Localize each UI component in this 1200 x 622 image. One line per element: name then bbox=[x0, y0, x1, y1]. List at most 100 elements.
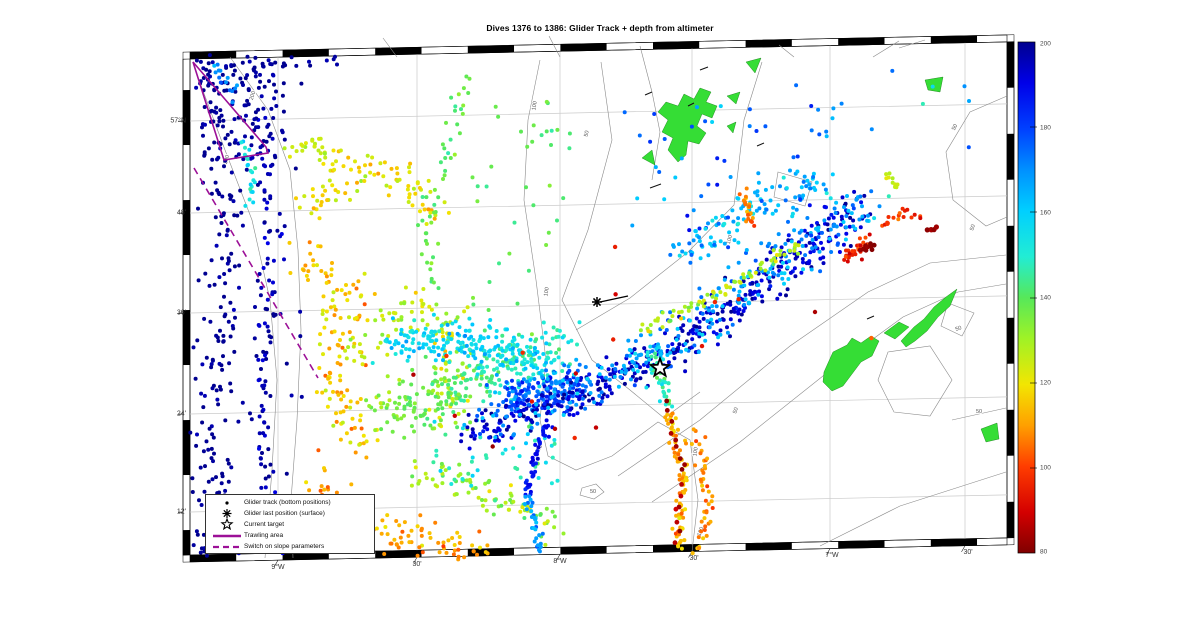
glider-dot bbox=[399, 540, 404, 545]
glider-dot bbox=[803, 243, 808, 248]
glider-dot bbox=[395, 171, 400, 176]
glider-dot bbox=[653, 165, 658, 170]
glider-dot bbox=[225, 75, 230, 80]
glider-dot bbox=[796, 251, 801, 256]
glider-dot bbox=[593, 425, 599, 430]
glider-dot bbox=[511, 446, 516, 451]
glider-dot bbox=[487, 353, 492, 358]
glider-dot bbox=[574, 357, 579, 362]
glider-dot bbox=[407, 170, 412, 175]
svg-text:100: 100 bbox=[692, 447, 700, 457]
glider-dot bbox=[507, 251, 512, 256]
glider-dot bbox=[677, 473, 682, 478]
glider-dot bbox=[240, 60, 245, 65]
glider-dot bbox=[251, 178, 256, 183]
glider-dot bbox=[440, 142, 445, 147]
glider-dot bbox=[237, 285, 241, 290]
glider-dot bbox=[756, 292, 761, 297]
glider-dot bbox=[278, 234, 283, 239]
glider-dot bbox=[446, 395, 451, 400]
glider-dot bbox=[624, 353, 629, 358]
glider-dot bbox=[236, 152, 241, 157]
glider-dot bbox=[206, 479, 211, 484]
glider-dot bbox=[427, 214, 432, 219]
glider-dot bbox=[631, 367, 636, 372]
glider-dot bbox=[428, 423, 433, 428]
glider-dot bbox=[258, 72, 262, 77]
glider-dot bbox=[200, 362, 205, 367]
glider-dot bbox=[414, 329, 419, 334]
glider-dot bbox=[560, 378, 565, 383]
glider-dot bbox=[399, 332, 403, 336]
colorbar-tick-label: 200 bbox=[1040, 40, 1051, 48]
glider-dot bbox=[675, 459, 680, 464]
glider-dot bbox=[645, 350, 650, 355]
glider-dot bbox=[536, 445, 541, 450]
lon-tick-label: 30' bbox=[689, 555, 699, 562]
glider-dot bbox=[421, 287, 426, 291]
glider-dot bbox=[846, 255, 851, 260]
glider-dot bbox=[836, 241, 840, 246]
glider-dot bbox=[677, 516, 682, 521]
glider-dot bbox=[271, 280, 275, 285]
glider-dot bbox=[537, 370, 542, 375]
glider-dot bbox=[232, 68, 237, 73]
glider-dot bbox=[446, 391, 451, 395]
glider-dot bbox=[691, 427, 696, 432]
glider-dot bbox=[754, 208, 759, 213]
glider-dot bbox=[462, 350, 467, 355]
glider-dot bbox=[253, 166, 258, 171]
glider-dot bbox=[330, 261, 334, 265]
svg-text:50: 50 bbox=[969, 224, 977, 232]
glider-dot bbox=[622, 381, 627, 386]
glider-dot bbox=[901, 215, 906, 219]
glider-dot bbox=[637, 133, 642, 138]
glider-dot bbox=[794, 207, 799, 212]
glider-dot bbox=[434, 302, 439, 307]
glider-dot bbox=[500, 348, 505, 353]
glider-dot bbox=[432, 202, 437, 207]
glider-dot bbox=[682, 304, 687, 309]
glider-dot bbox=[739, 284, 744, 289]
glider-dot bbox=[214, 475, 218, 480]
glider-dot bbox=[549, 143, 553, 147]
glider-dot bbox=[467, 328, 472, 333]
glider-dot bbox=[698, 477, 703, 482]
glider-dot bbox=[406, 335, 411, 340]
glider-dot bbox=[372, 292, 377, 296]
glider-dot bbox=[728, 302, 733, 307]
glider-dot bbox=[210, 157, 215, 162]
glider-dot bbox=[194, 85, 199, 90]
glider-dot bbox=[361, 433, 366, 438]
glider-dot bbox=[500, 339, 505, 344]
glider-dot bbox=[792, 228, 797, 233]
glider-dot bbox=[497, 391, 502, 395]
glider-dot bbox=[735, 196, 740, 201]
glider-dot bbox=[533, 442, 538, 447]
glider-dot bbox=[741, 309, 746, 313]
glider-dot bbox=[561, 196, 566, 201]
glider-dot bbox=[451, 375, 456, 380]
glider-dot bbox=[768, 284, 773, 289]
glider-dot bbox=[385, 352, 390, 357]
glider-dot bbox=[567, 131, 572, 136]
legend-item-label: Glider last position (surface) bbox=[244, 510, 325, 517]
glider-dot bbox=[365, 318, 370, 323]
glider-dot bbox=[487, 280, 492, 284]
glider-dot bbox=[320, 193, 325, 198]
glider-dot bbox=[851, 218, 856, 223]
glider-dot bbox=[466, 354, 471, 359]
glider-dot bbox=[271, 313, 276, 318]
glider-dot bbox=[449, 386, 454, 391]
glider-dot bbox=[552, 387, 557, 392]
glider-dot bbox=[844, 231, 849, 236]
glider-dot bbox=[376, 171, 381, 176]
glider-dot bbox=[434, 453, 439, 458]
glider-dot bbox=[599, 399, 604, 404]
glider-dot bbox=[597, 372, 602, 377]
glider-dot bbox=[417, 479, 422, 483]
glider-dot bbox=[605, 394, 610, 399]
glider-dot bbox=[466, 91, 471, 95]
glider-dot bbox=[341, 164, 346, 169]
glider-dot bbox=[459, 107, 463, 112]
